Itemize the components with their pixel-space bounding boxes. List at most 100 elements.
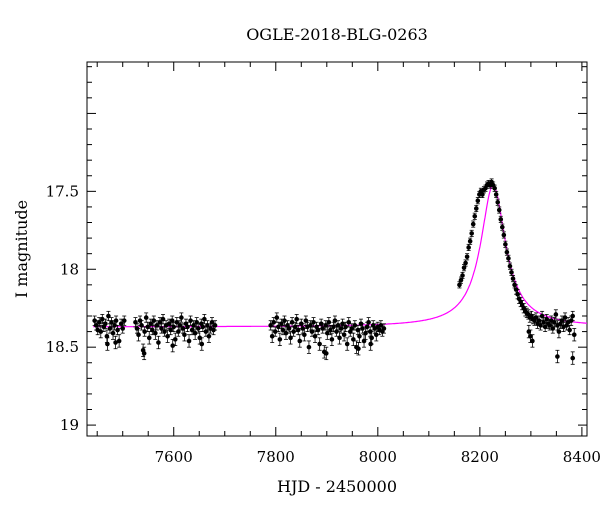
data-point <box>472 212 478 220</box>
point-marker <box>269 333 275 339</box>
model-curve <box>93 184 587 328</box>
x-tick-label: 7800 <box>257 448 295 466</box>
plot-frame <box>86 61 588 437</box>
point-marker <box>309 329 315 334</box>
point-marker <box>498 217 504 222</box>
data-point <box>113 335 118 350</box>
point-marker <box>533 315 539 320</box>
point-marker <box>538 323 543 328</box>
point-marker <box>151 318 157 323</box>
data-points-layer <box>92 178 577 365</box>
data-point <box>153 326 158 340</box>
data-point <box>171 321 177 332</box>
x-tick-label: 8400 <box>563 448 600 466</box>
point-marker <box>461 265 467 271</box>
point-marker <box>280 327 286 333</box>
data-point <box>297 334 303 348</box>
point-marker <box>460 273 465 278</box>
point-marker <box>312 333 318 339</box>
point-marker <box>277 337 283 342</box>
point-marker <box>470 221 476 227</box>
point-marker <box>150 327 155 333</box>
point-marker <box>326 319 332 325</box>
point-marker <box>473 206 479 211</box>
point-marker <box>562 315 568 320</box>
point-marker <box>475 198 481 203</box>
point-marker <box>176 329 181 334</box>
data-point <box>98 324 104 339</box>
data-point <box>315 324 321 336</box>
point-marker <box>166 321 172 327</box>
point-marker <box>96 319 102 325</box>
point-marker <box>480 192 485 197</box>
point-marker <box>329 337 335 342</box>
data-point <box>165 329 170 343</box>
point-marker <box>466 245 471 250</box>
point-marker <box>103 321 108 327</box>
y-tick-label: 18 <box>60 260 79 278</box>
data-point <box>381 323 387 334</box>
data-point <box>176 326 181 337</box>
data-point <box>306 340 312 354</box>
point-marker <box>179 315 184 320</box>
data-point <box>570 310 576 322</box>
data-point <box>104 329 110 343</box>
point-marker <box>457 282 462 288</box>
data-point <box>317 337 322 351</box>
point-marker <box>271 319 277 325</box>
data-point <box>141 346 147 361</box>
point-marker <box>169 318 175 323</box>
point-marker <box>311 319 316 325</box>
point-marker <box>295 327 301 333</box>
point-marker <box>276 324 281 330</box>
data-point <box>356 342 361 356</box>
point-marker <box>542 324 548 330</box>
point-marker <box>121 318 127 323</box>
point-marker <box>188 318 193 323</box>
point-marker <box>500 224 505 230</box>
point-marker <box>168 327 173 333</box>
data-point <box>475 197 481 205</box>
point-marker <box>174 319 180 325</box>
point-marker <box>157 319 163 325</box>
point-marker <box>553 312 559 317</box>
point-marker <box>279 321 284 327</box>
point-marker <box>335 323 341 328</box>
point-marker <box>203 329 209 334</box>
point-marker <box>177 323 183 328</box>
data-point <box>160 314 166 325</box>
data-point <box>294 314 299 325</box>
point-marker <box>496 207 502 213</box>
point-marker <box>182 332 187 338</box>
point-marker <box>550 326 556 331</box>
data-point <box>344 337 350 351</box>
data-point <box>199 337 205 351</box>
point-marker <box>503 242 508 247</box>
point-marker <box>185 324 190 330</box>
data-point <box>470 220 476 228</box>
point-marker <box>570 313 576 319</box>
point-marker <box>332 318 338 323</box>
data-point <box>185 321 190 332</box>
point-marker <box>308 323 313 328</box>
data-point <box>179 312 184 323</box>
point-marker <box>323 323 329 328</box>
point-marker <box>528 333 533 339</box>
point-marker <box>302 332 307 338</box>
data-point <box>378 320 384 331</box>
data-point <box>186 334 192 348</box>
data-point <box>503 240 508 248</box>
point-marker <box>303 318 309 323</box>
point-marker <box>352 323 358 328</box>
y-axis-label: I magnitude <box>12 200 31 298</box>
point-marker <box>363 330 368 336</box>
point-marker <box>337 335 342 341</box>
data-point <box>325 326 330 340</box>
point-marker <box>340 321 345 327</box>
point-marker <box>156 340 161 345</box>
data-point <box>142 326 147 337</box>
point-marker <box>146 335 152 341</box>
point-marker <box>509 270 514 275</box>
point-marker <box>507 263 513 269</box>
